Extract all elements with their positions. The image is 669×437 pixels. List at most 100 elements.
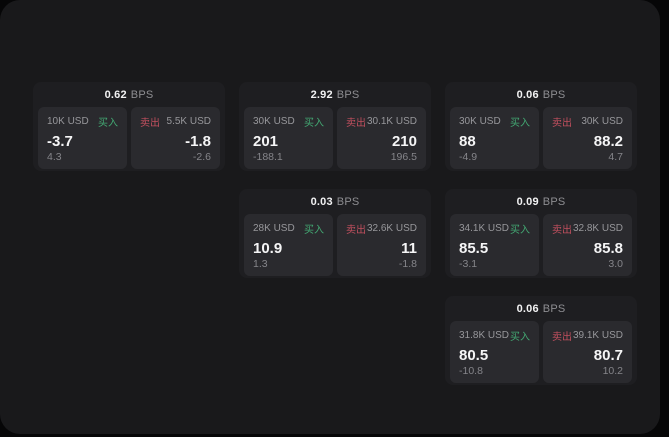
sell-panel-header: 卖出 30K USD bbox=[552, 114, 623, 129]
sell-panel[interactable]: 卖出 32.6K USD 11 -1.8 bbox=[337, 214, 426, 276]
buy-sub-value: -3.1 bbox=[459, 258, 478, 270]
bps-unit-label: BPS bbox=[542, 195, 566, 208]
buy-panel[interactable]: 30K USD 买入 201 -188.1 bbox=[244, 107, 333, 169]
buy-sub-value: -10.8 bbox=[459, 365, 483, 377]
quote-card: 0.06 BPS 30K USD 买入 88 -4.9 卖出 30K USD 8… bbox=[445, 82, 637, 171]
sell-amount: 32.6K USD bbox=[366, 223, 417, 234]
sell-panel[interactable]: 卖出 39.1K USD 80.7 10.2 bbox=[543, 321, 632, 383]
sell-panel[interactable]: 卖出 30.1K USD 210 196.5 bbox=[337, 107, 426, 169]
sell-side-label: 卖出 bbox=[346, 225, 366, 236]
sell-price: 210 bbox=[391, 133, 417, 150]
sell-panel[interactable]: 卖出 32.8K USD 85.8 3.0 bbox=[543, 214, 632, 276]
sell-amount: 5.5K USD bbox=[166, 116, 211, 127]
sell-panel-header: 卖出 32.8K USD bbox=[552, 221, 623, 236]
bps-unit-label: BPS bbox=[542, 302, 566, 315]
buy-panel-header: 34.1K USD 买入 bbox=[459, 221, 530, 236]
card-header: 0.62 BPS bbox=[33, 82, 225, 103]
sell-panel[interactable]: 卖出 30K USD 88.2 4.7 bbox=[543, 107, 632, 169]
bps-value: 0.09 bbox=[516, 195, 539, 208]
quote-card: 0.06 BPS 31.8K USD 买入 80.5 -10.8 卖出 39.1… bbox=[445, 296, 637, 385]
sell-amount: 39.1K USD bbox=[572, 330, 623, 341]
bps-unit-label: BPS bbox=[336, 195, 360, 208]
quote-card: 0.03 BPS 28K USD 买入 10.9 1.3 卖出 32.6K US… bbox=[239, 189, 431, 278]
buy-side-label: 买入 bbox=[510, 225, 530, 236]
buy-price: 88 bbox=[459, 133, 476, 150]
card-body: 28K USD 买入 10.9 1.3 卖出 32.6K USD 11 -1.8 bbox=[239, 210, 431, 278]
buy-amount: 31.8K USD bbox=[459, 330, 510, 341]
bps-value: 0.03 bbox=[310, 195, 333, 208]
buy-side-label: 买入 bbox=[98, 118, 118, 129]
buy-panel-header: 30K USD 买入 bbox=[253, 114, 324, 129]
sell-price: -1.8 bbox=[185, 133, 211, 150]
buy-panel-header: 31.8K USD 买入 bbox=[459, 328, 530, 343]
bps-unit-label: BPS bbox=[336, 88, 360, 101]
sell-panel-header: 卖出 32.6K USD bbox=[346, 221, 417, 236]
buy-panel-header: 10K USD 买入 bbox=[47, 114, 118, 129]
card-body: 10K USD 买入 -3.7 4.3 卖出 5.5K USD -1.8 -2.… bbox=[33, 103, 225, 171]
buy-amount: 10K USD bbox=[47, 116, 89, 127]
buy-sub-value: 4.3 bbox=[47, 151, 62, 163]
bps-value: 0.06 bbox=[516, 88, 539, 101]
buy-sub-value: -4.9 bbox=[459, 151, 478, 163]
buy-panel[interactable]: 31.8K USD 买入 80.5 -10.8 bbox=[450, 321, 539, 383]
buy-price: 80.5 bbox=[459, 347, 489, 364]
sell-price: 85.8 bbox=[593, 240, 623, 257]
buy-sub-value: -188.1 bbox=[253, 151, 283, 163]
sell-sub-value: 3.0 bbox=[608, 258, 623, 270]
bps-unit-label: BPS bbox=[130, 88, 154, 101]
buy-price: 85.5 bbox=[459, 240, 489, 257]
card-body: 34.1K USD 买入 85.5 -3.1 卖出 32.8K USD 85.8… bbox=[445, 210, 637, 278]
buy-amount: 30K USD bbox=[253, 116, 295, 127]
sell-price: 80.7 bbox=[593, 347, 623, 364]
bps-value: 0.62 bbox=[104, 88, 127, 101]
buy-panel[interactable]: 34.1K USD 买入 85.5 -3.1 bbox=[450, 214, 539, 276]
card-header: 0.09 BPS bbox=[445, 189, 637, 210]
buy-side-label: 买入 bbox=[510, 332, 530, 343]
bps-unit-label: BPS bbox=[542, 88, 566, 101]
sell-sub-value: -2.6 bbox=[192, 151, 211, 163]
sell-panel[interactable]: 卖出 5.5K USD -1.8 -2.6 bbox=[131, 107, 220, 169]
card-body: 30K USD 买入 201 -188.1 卖出 30.1K USD 210 1… bbox=[239, 103, 431, 171]
sell-sub-value: -1.8 bbox=[398, 258, 417, 270]
buy-sub-value: 1.3 bbox=[253, 258, 268, 270]
sell-side-label: 卖出 bbox=[346, 118, 366, 129]
sell-sub-value: 196.5 bbox=[390, 151, 417, 163]
sell-side-label: 卖出 bbox=[140, 118, 160, 129]
buy-panel[interactable]: 10K USD 买入 -3.7 4.3 bbox=[38, 107, 127, 169]
sell-panel-header: 卖出 5.5K USD bbox=[140, 114, 211, 129]
bps-value: 0.06 bbox=[516, 302, 539, 315]
card-header: 2.92 BPS bbox=[239, 82, 431, 103]
card-body: 31.8K USD 买入 80.5 -10.8 卖出 39.1K USD 80.… bbox=[445, 317, 637, 385]
app-window: 0.62 BPS 10K USD 买入 -3.7 4.3 卖出 5.5K USD… bbox=[0, 0, 660, 434]
buy-amount: 28K USD bbox=[253, 223, 295, 234]
sell-panel-header: 卖出 30.1K USD bbox=[346, 114, 417, 129]
bps-value: 2.92 bbox=[310, 88, 333, 101]
sell-side-label: 卖出 bbox=[552, 225, 572, 236]
buy-price: 10.9 bbox=[253, 240, 283, 257]
sell-panel-header: 卖出 39.1K USD bbox=[552, 328, 623, 343]
card-header: 0.06 BPS bbox=[445, 296, 637, 317]
buy-side-label: 买入 bbox=[304, 118, 324, 129]
card-header: 0.06 BPS bbox=[445, 82, 637, 103]
sell-sub-value: 4.7 bbox=[608, 151, 623, 163]
buy-price: 201 bbox=[253, 133, 279, 150]
sell-side-label: 卖出 bbox=[552, 332, 572, 343]
buy-panel[interactable]: 30K USD 买入 88 -4.9 bbox=[450, 107, 539, 169]
card-body: 30K USD 买入 88 -4.9 卖出 30K USD 88.2 4.7 bbox=[445, 103, 637, 171]
buy-panel-header: 30K USD 买入 bbox=[459, 114, 530, 129]
buy-panel[interactable]: 28K USD 买入 10.9 1.3 bbox=[244, 214, 333, 276]
sell-price: 11 bbox=[401, 240, 417, 257]
quote-card: 2.92 BPS 30K USD 买入 201 -188.1 卖出 30.1K … bbox=[239, 82, 431, 171]
sell-side-label: 卖出 bbox=[552, 118, 572, 129]
quote-card: 0.62 BPS 10K USD 买入 -3.7 4.3 卖出 5.5K USD… bbox=[33, 82, 225, 171]
buy-price: -3.7 bbox=[47, 133, 73, 150]
buy-side-label: 买入 bbox=[510, 118, 530, 129]
sell-sub-value: 10.2 bbox=[602, 365, 623, 377]
quote-card: 0.09 BPS 34.1K USD 买入 85.5 -3.1 卖出 32.8K… bbox=[445, 189, 637, 278]
buy-amount: 34.1K USD bbox=[459, 223, 510, 234]
sell-amount: 32.8K USD bbox=[572, 223, 623, 234]
sell-amount: 30K USD bbox=[581, 116, 623, 127]
sell-price: 88.2 bbox=[593, 133, 623, 150]
buy-amount: 30K USD bbox=[459, 116, 501, 127]
